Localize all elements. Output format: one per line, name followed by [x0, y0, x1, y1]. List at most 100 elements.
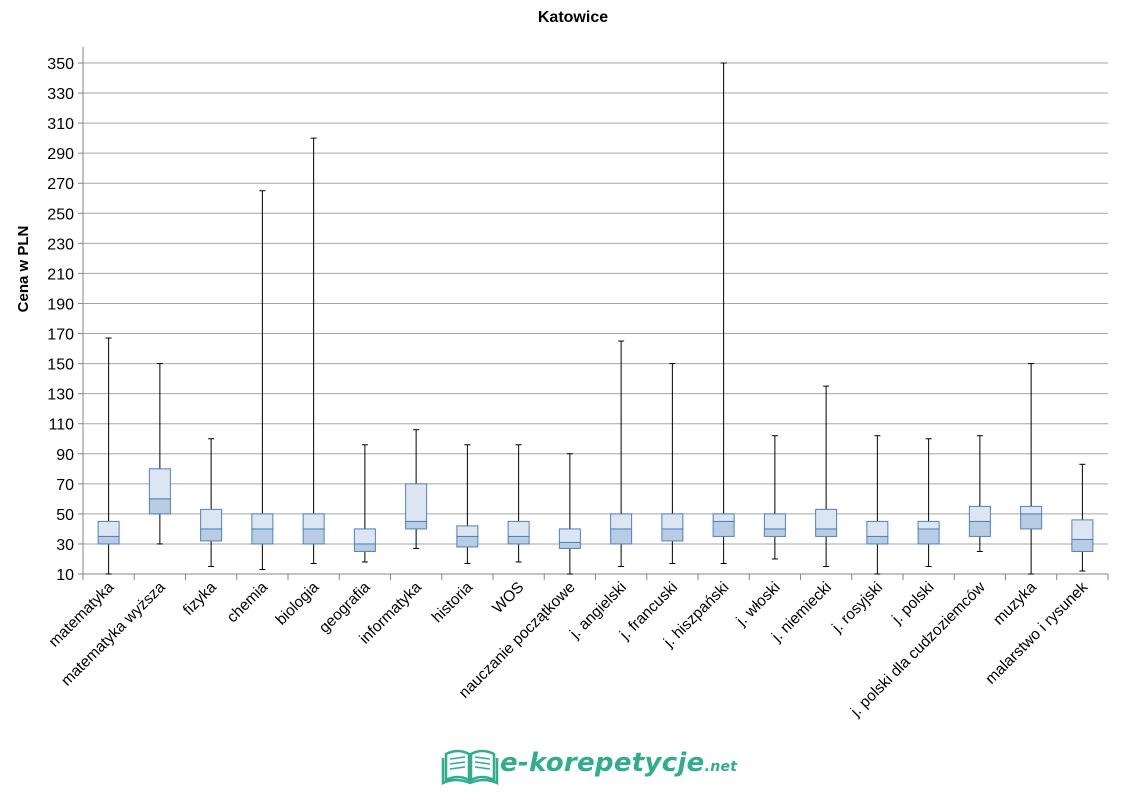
box-lower: [661, 528, 684, 542]
y-tick-label: 250: [47, 206, 74, 223]
x-tick-label: fizyka: [180, 579, 220, 619]
y-tick-label: 350: [47, 56, 74, 73]
box-16: [917, 438, 940, 567]
box-upper: [353, 528, 376, 545]
grid-lines: [83, 62, 1108, 545]
box-19: [1071, 463, 1094, 572]
box-upper: [763, 513, 786, 530]
box-lower: [558, 541, 581, 549]
x-tick-label: WOS: [489, 579, 527, 617]
y-tick-label: 210: [47, 266, 74, 283]
box-lower: [917, 528, 940, 545]
x-tick-label: historia: [429, 579, 477, 627]
logo-text: e-korepetycje.net: [500, 748, 738, 778]
box-6: [405, 429, 428, 549]
box-lower: [456, 535, 479, 548]
y-tick-label: 90: [56, 447, 74, 464]
x-tick-label: matematyka wyższa: [58, 579, 169, 690]
y-tick-label: 330: [47, 86, 74, 103]
x-tick-label: chemia: [224, 579, 272, 627]
box-upper: [148, 468, 171, 500]
box-lower: [507, 535, 530, 545]
chart-title: Katowice: [538, 9, 608, 26]
y-tick-label: 290: [47, 146, 74, 163]
box-18: [1020, 363, 1043, 575]
box-upper: [97, 520, 120, 537]
box-upper: [558, 528, 581, 543]
box-lower: [866, 535, 889, 545]
open-book-icon: [441, 749, 499, 785]
y-tick-label: 150: [47, 357, 74, 374]
box-lower: [610, 528, 633, 545]
box-lower: [1020, 513, 1043, 530]
box-upper: [968, 505, 991, 522]
box-0: [97, 337, 120, 575]
box-3: [251, 190, 274, 570]
box-14: [815, 385, 838, 567]
box-upper: [200, 508, 223, 530]
x-tick-label: muzyka: [990, 579, 1040, 629]
logo: e-korepetycje.net: [440, 738, 737, 788]
y-tick-label: 50: [56, 507, 74, 524]
box-lower: [97, 535, 120, 545]
box-lower: [353, 543, 376, 552]
y-tick-label: 230: [47, 236, 74, 253]
box-upper: [712, 513, 735, 522]
box-lower: [712, 520, 735, 537]
box-lower: [968, 520, 991, 537]
box-lower: [815, 528, 838, 537]
box-17: [968, 435, 991, 552]
box-lower: [405, 520, 428, 530]
y-tick-label: 130: [47, 387, 74, 404]
x-tick-label: j. polski: [888, 579, 937, 628]
box-upper: [661, 513, 684, 530]
box-1: [148, 363, 171, 545]
box-upper: [1071, 519, 1094, 540]
box-lower: [763, 528, 786, 537]
box-lower: [148, 498, 171, 515]
box-lower: [1071, 538, 1094, 552]
x-tick-label: j. włoski: [733, 579, 784, 630]
y-tick-label: 30: [56, 537, 74, 554]
box-series: [97, 62, 1094, 575]
box-lower: [251, 528, 274, 545]
box-upper: [405, 483, 428, 522]
box-12: [712, 62, 735, 564]
box-upper: [1020, 505, 1043, 515]
box-upper: [456, 525, 479, 537]
box-10: [610, 340, 633, 567]
box-upper: [302, 513, 325, 530]
box-upper: [251, 513, 274, 530]
box-upper: [866, 520, 889, 537]
box-upper: [917, 520, 940, 530]
box-9: [558, 453, 581, 575]
box-upper: [507, 520, 530, 537]
x-tick-label: malarstwo i rysunek: [982, 579, 1091, 688]
y-axis-label: Cena w PLN: [15, 226, 32, 313]
box-8: [507, 444, 530, 563]
box-15: [866, 435, 889, 575]
y-tick-label: 10: [56, 567, 74, 584]
y-tick-label: 170: [47, 327, 74, 344]
box-lower: [200, 528, 223, 542]
box-4: [302, 137, 325, 564]
y-tick-label: 70: [56, 477, 74, 494]
x-tick-label: biologia: [273, 579, 323, 629]
box-upper: [610, 513, 633, 530]
box-upper: [815, 508, 838, 530]
box-7: [456, 444, 479, 564]
y-tick-label: 270: [47, 176, 74, 193]
y-tick-label: 110: [48, 417, 74, 434]
x-tick-label: j. rosyjski: [828, 579, 886, 637]
box-lower: [302, 528, 325, 545]
y-tick-label: 310: [47, 116, 74, 133]
y-tick-label: 190: [47, 296, 74, 313]
box-5: [353, 444, 376, 563]
y-tick-labels: 10 30 50 70 90 110 130 150 170 190 210 230 250 270 290…: [47, 56, 83, 584]
axes: [82, 47, 1109, 580]
box-11: [661, 363, 684, 564]
box-2: [200, 438, 223, 567]
box-13: [763, 435, 786, 560]
